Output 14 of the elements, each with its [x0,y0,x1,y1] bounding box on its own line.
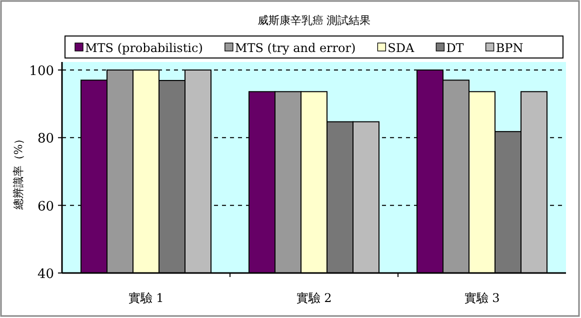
legend-label: MTS (try and error) [234,41,356,55]
legend-label: BPN [496,41,524,55]
legend-label: SDA [388,41,415,55]
x-tick-label: 實驗 3 [464,291,500,305]
x-tick-label: 實驗 1 [128,291,164,305]
legend-label: MTS (probabilistic) [85,41,203,55]
y-axis-title: 總辨識率（%） [12,133,25,211]
y-tick-label: 40 [37,267,54,282]
chart-title: 威斯康辛乳癌 測試結果 [257,14,371,27]
y-tick-label: 60 [37,199,54,214]
y-tick-label: 80 [37,132,54,147]
y-tick-label: 100 [29,64,54,79]
legend-label: DT [446,41,464,55]
x-tick-label: 實驗 2 [296,291,332,305]
